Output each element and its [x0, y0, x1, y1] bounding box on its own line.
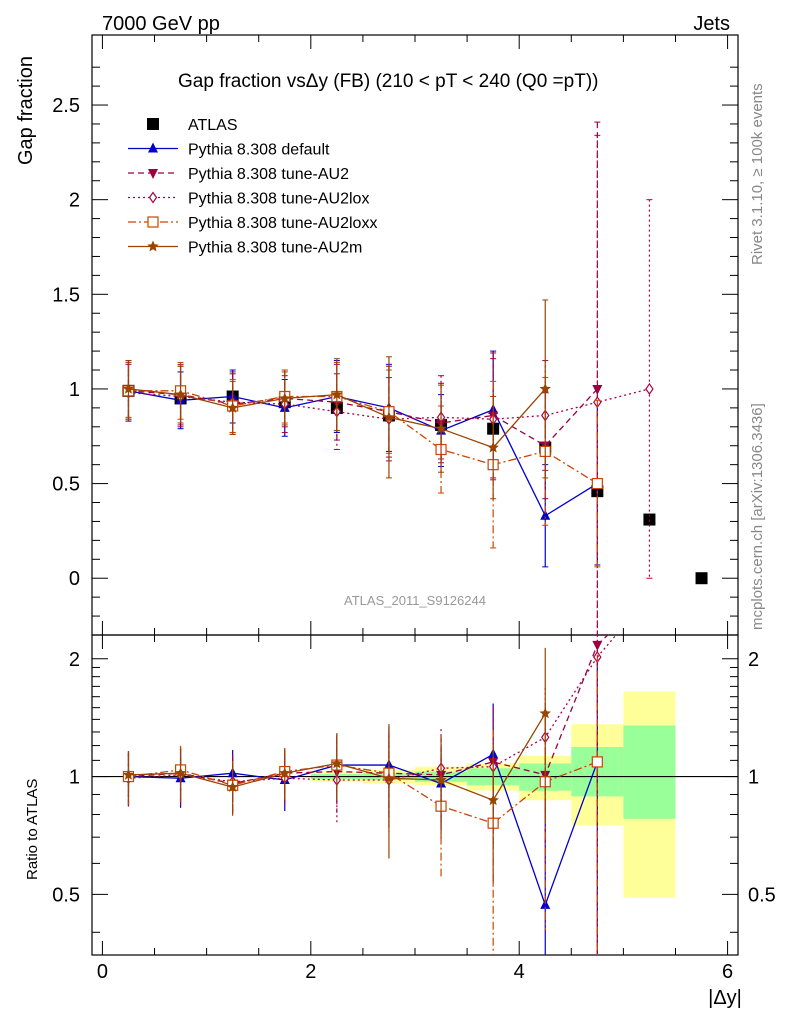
y-axis-label: Gap fraction [15, 56, 37, 165]
legend-entry-0: ATLAS [147, 117, 238, 134]
legend-entry-2: Pythia 8.308 tune-AU2 [128, 166, 349, 183]
y-tick-label: 0.5 [52, 474, 80, 496]
y-tick-label: 1 [69, 379, 80, 401]
y-tick-label: 2.5 [52, 95, 80, 117]
data-point [174, 388, 187, 400]
legend-marker [147, 216, 159, 228]
ratio-point [174, 767, 187, 779]
legend-marker [148, 191, 158, 204]
series-line [128, 388, 650, 420]
legend-marker [147, 118, 159, 130]
data-point [227, 401, 239, 413]
legend-entry-1: Pythia 8.308 default [128, 142, 330, 159]
legend-label: Pythia 8.308 tune-AU2lox [188, 191, 369, 208]
data-point [487, 441, 499, 453]
series-4 [122, 361, 603, 568]
ratio-line-extension [596, 635, 609, 646]
data-point [591, 477, 603, 490]
ratio-y-tick-label-right: 0.5 [748, 884, 776, 906]
legend-label: ATLAS [188, 117, 238, 134]
ratio-plot-data [122, 635, 617, 955]
data-point [539, 382, 551, 394]
data-point [435, 422, 447, 434]
series-line [128, 390, 598, 517]
legend-entry-3: Pythia 8.308 tune-AU2lox [128, 191, 369, 208]
ratio-line [128, 656, 598, 783]
ratio-y-tick-label-right: 1 [748, 767, 759, 789]
y-tick-label: 0 [69, 568, 80, 590]
y-tick-label: 1.5 [52, 284, 80, 306]
ratio-line [128, 753, 598, 907]
ratio-point [331, 757, 343, 769]
main-plot-data [122, 121, 708, 635]
x-tick-label: 4 [514, 961, 525, 983]
ratio-point [487, 794, 499, 806]
mcplots-label: mcplots.cern.ch [arXiv:1306.3436] [749, 403, 766, 630]
data-point [695, 572, 708, 585]
legend-marker [148, 169, 158, 179]
analysis-label: ATLAS_2011_S9126244 [344, 593, 486, 608]
data-point [331, 388, 343, 400]
legend: ATLAS Pythia 8.308 default Pythia 8.308 tu… [128, 117, 377, 257]
data-point [279, 392, 291, 404]
ratio-y-tick-label-left: 1 [69, 767, 80, 789]
ratio-y-tick-label-right: 2 [748, 649, 759, 671]
legend-marker [147, 240, 159, 252]
data-point [643, 513, 656, 526]
ratio-y-tick-label-left: 2 [69, 649, 80, 671]
ratio-plot-frame: 0 2 4 6 0.5 0.5 1 1 2 2 [52, 634, 776, 983]
ratio-point [540, 898, 551, 909]
ratio-axis-label: Ratio to ATLAS [24, 779, 41, 880]
rivet-version-label: Rivet 3.1.10, ≥ 100k events [749, 83, 766, 265]
data-point [540, 509, 551, 520]
series-1 [123, 350, 603, 568]
data-point [645, 382, 654, 395]
ratio-series-0 [123, 656, 603, 955]
ratio-point [435, 774, 447, 785]
legend-marker [148, 142, 158, 153]
ratio-point [227, 781, 239, 792]
ratio-plot-border [91, 634, 739, 956]
legend-entry-4: Pythia 8.308 tune-AU2loxx [128, 215, 377, 232]
chart-title: Gap fraction vsΔy (FB) (210 < pT < 240 (… [178, 71, 598, 92]
x-tick-label: 6 [722, 961, 733, 983]
ratio-line-extension [596, 635, 617, 658]
x-axis-label: |Δy| [708, 987, 742, 1009]
data-point [383, 411, 395, 423]
legend-label: Pythia 8.308 default [188, 142, 330, 159]
legend-label: Pythia 8.308 tune-AU2loxx [188, 215, 377, 232]
ratio-point [383, 772, 395, 784]
ratio-point [122, 768, 135, 780]
header-energy-label: 7000 GeV pp [102, 13, 220, 35]
ratio-series-3 [122, 654, 603, 955]
x-tick-label: 2 [305, 961, 316, 983]
data-point [122, 382, 135, 394]
ratio-point [539, 707, 551, 719]
series-5 [122, 299, 551, 500]
ratio-y-tick-label-left: 0.5 [52, 884, 80, 906]
legend-entry-5: Pythia 8.308 tune-AU2m [128, 240, 362, 257]
series-0 [122, 384, 708, 585]
main-plot-frame: 0 0.5 1 1.5 2 2.5 [52, 34, 739, 955]
data-point [592, 384, 603, 395]
series-line [128, 390, 598, 485]
legend-label: Pythia 8.308 tune-AU2 [188, 166, 349, 183]
ratio-point [279, 767, 291, 779]
x-tick-label: 0 [97, 961, 108, 983]
y-tick-label: 2 [69, 190, 80, 212]
header-jets-label: Jets [693, 13, 730, 35]
legend-label: Pythia 8.308 tune-AU2m [188, 240, 362, 257]
ratio-series-4 [122, 647, 551, 885]
ratio-point [591, 756, 603, 768]
ratio-band-inner [623, 725, 676, 819]
ratio-line [128, 644, 598, 785]
